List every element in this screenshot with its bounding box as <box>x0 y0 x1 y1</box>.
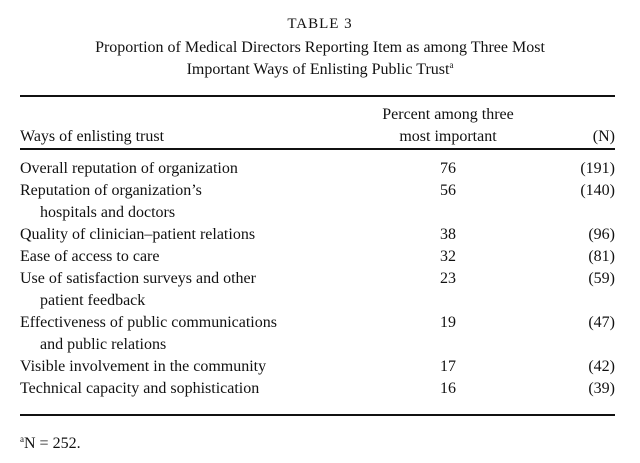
header-n: (N) <box>592 128 615 145</box>
row-item: Ease of access to care <box>20 248 160 265</box>
row-percent: 23 <box>440 270 456 287</box>
row-item: Visible involvement in the community <box>20 358 267 375</box>
table-row: Effectiveness of public communications an… <box>20 312 615 353</box>
title-line-1: Proportion of Medical Directors Reportin… <box>95 39 545 56</box>
table-row: Use of satisfaction surveys and other pat… <box>20 268 615 309</box>
row-percent: 76 <box>440 160 456 177</box>
title-footnote-mark: a <box>449 60 454 70</box>
table-number: TABLE 3 <box>287 16 353 32</box>
footnote-text: N = 252. <box>24 435 81 452</box>
row-n: (42) <box>588 358 615 375</box>
header-row: Ways of enlisting trust Percent among th… <box>20 104 615 148</box>
table-row: Technical capacity and sophistication 16 (… <box>20 378 615 400</box>
header-percent-line2: most important <box>399 128 497 145</box>
row-n: (39) <box>588 380 615 397</box>
row-percent: 56 <box>440 182 456 199</box>
row-item: Reputation of organization’s <box>20 182 202 199</box>
table-row: Visible involvement in the community 17 (4… <box>20 356 615 378</box>
row-percent: 19 <box>440 314 456 331</box>
row-item: Quality of clinician–patient relations <box>20 226 256 243</box>
row-item: Technical capacity and sophistication <box>20 380 260 397</box>
row-n: (59) <box>588 270 615 287</box>
footnote: aN = 252. <box>20 435 81 453</box>
row-item: Effectiveness of public communications <box>20 314 277 331</box>
row-item: Use of satisfaction surveys and other <box>20 270 256 287</box>
row-percent: 17 <box>440 358 456 375</box>
header-percent-line1: Percent among three <box>382 106 514 123</box>
top-rule <box>20 95 615 97</box>
header-ways: Ways of enlisting trust <box>20 128 165 145</box>
header-percent: Percent among three most important <box>368 104 528 148</box>
row-n: (81) <box>588 248 615 265</box>
row-percent: 38 <box>440 226 456 243</box>
title-line-2: Important Ways of Enlisting Public Trust <box>186 61 450 78</box>
table-row: Overall reputation of organization 76 (191… <box>20 158 615 180</box>
table-row: Quality of clinician–patient relations 38… <box>20 224 615 246</box>
row-item-continued: patient feedback <box>40 292 146 309</box>
footnote-mark: a <box>20 434 24 444</box>
row-n: (191) <box>580 160 615 177</box>
row-n: (96) <box>588 226 615 243</box>
row-n: (140) <box>580 182 615 199</box>
table-row: Ease of access to care 32 (81) <box>20 246 615 268</box>
bottom-rule <box>20 414 615 416</box>
header-rule <box>20 148 615 150</box>
row-percent: 32 <box>440 248 456 265</box>
table-title: Proportion of Medical Directors Reportin… <box>0 37 640 81</box>
row-percent: 16 <box>440 380 456 397</box>
row-item-continued: hospitals and doctors <box>40 204 176 221</box>
row-n: (47) <box>588 314 615 331</box>
row-item: Overall reputation of organization <box>20 160 238 177</box>
table-row: Reputation of organization’s hospitals an… <box>20 180 615 221</box>
row-item-continued: and public relations <box>40 336 167 353</box>
